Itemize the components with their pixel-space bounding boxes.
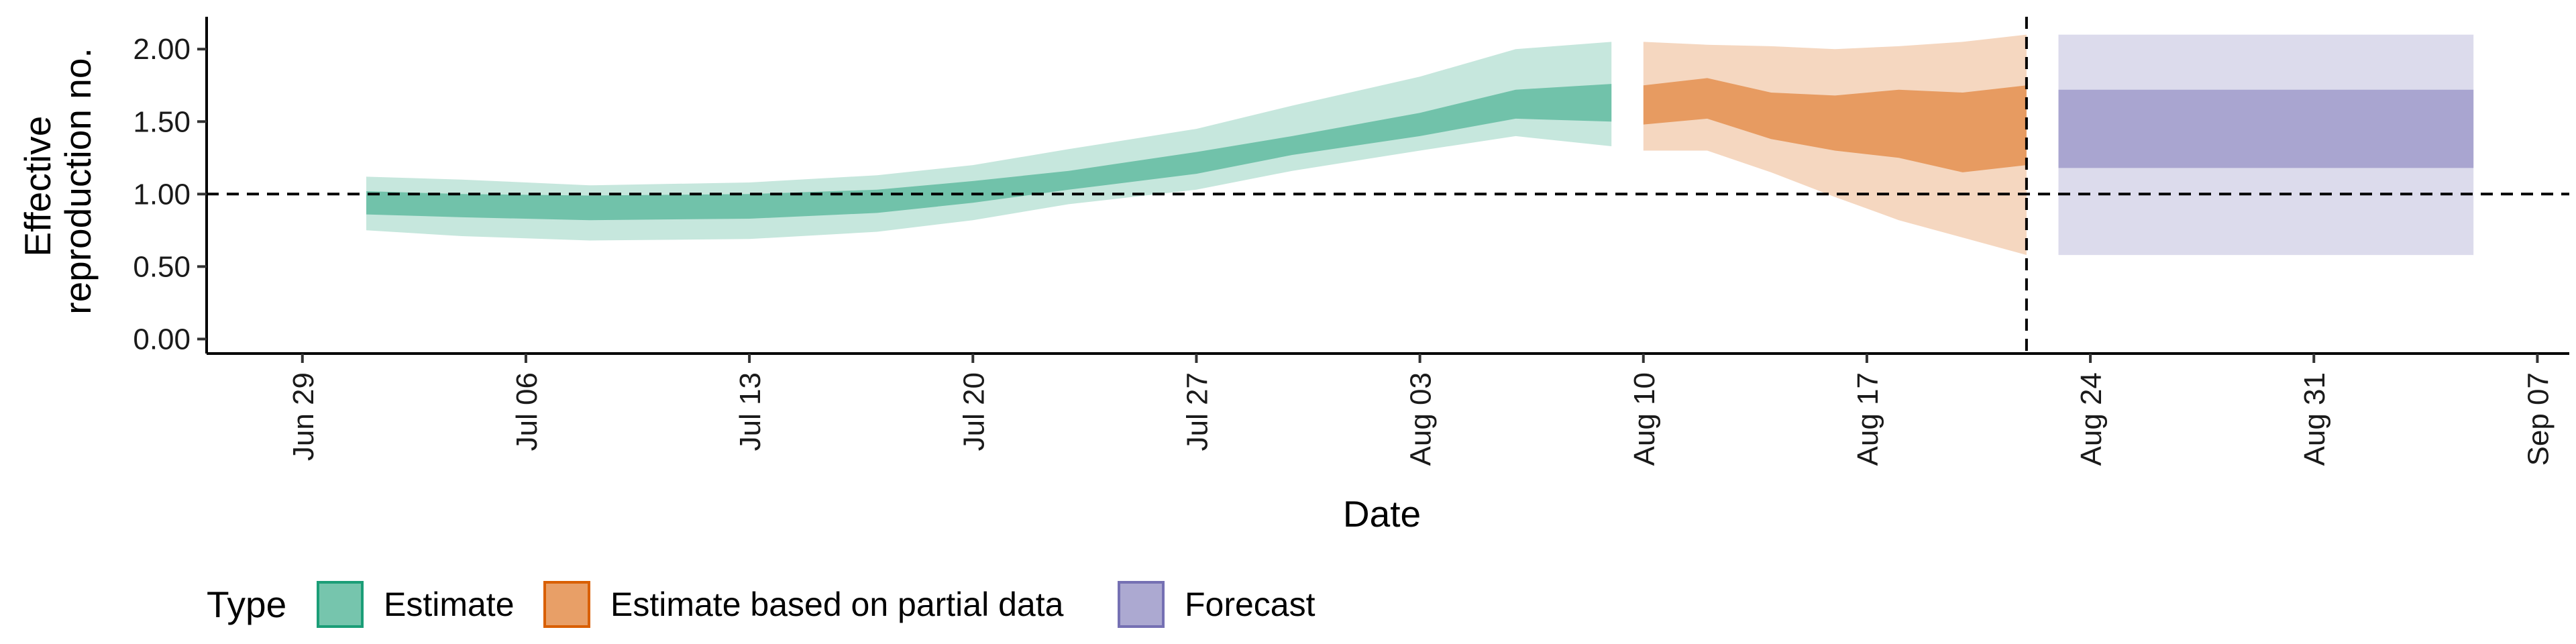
legend-label-estimate: Estimate [384, 586, 515, 623]
x-tick-label: Aug 17 [1851, 372, 1884, 466]
x-tick-label: Jul 13 [734, 372, 767, 451]
x-tick-label: Jun 29 [287, 372, 320, 461]
legend-swatch-estimate [317, 581, 364, 628]
legend-swatch-partial [543, 581, 590, 628]
band-50-forecast [2058, 89, 2474, 168]
y-axis-title: Effective reproduction no. [17, 48, 99, 315]
x-tick-label: Jul 20 [957, 372, 990, 451]
legend-label-forecast: Forecast [1185, 586, 1316, 623]
x-axis-title: Date [1343, 493, 1421, 535]
x-tick-label: Aug 31 [2298, 372, 2331, 466]
y-tick-label: 0.00 [133, 323, 191, 356]
legend-entry-partial: Estimate based on partial data [543, 581, 1064, 628]
y-axis-title-line-2: reproduction no. [57, 48, 99, 315]
band-50-estimate-based-on-partial-data [1643, 78, 2027, 172]
legend-swatch-forecast [1118, 581, 1165, 628]
y-tick-label: 0.50 [133, 250, 191, 283]
legend: Type Estimate Estimate based on partial … [207, 581, 1316, 628]
x-tick-label: Jul 06 [511, 372, 543, 451]
y-axis-ticks: 0.00 0.50 1.00 1.50 2.00 [133, 33, 207, 356]
reference-lines [207, 17, 2569, 354]
x-tick-label: Aug 24 [2075, 372, 2108, 466]
x-tick-label: Sep 07 [2522, 372, 2555, 466]
x-axis-ticks: Jun 29 Jul 06 Jul 13 Jul 20 Jul 27 Aug 03 Aug … [287, 354, 2555, 466]
y-tick-label: 2.00 [133, 33, 191, 66]
y-tick-label: 1.00 [133, 178, 191, 211]
legend-label-partial: Estimate based on partial data [610, 586, 1064, 623]
x-tick-label: Aug 10 [1628, 372, 1661, 466]
legend-entry-forecast: Forecast [1118, 581, 1316, 628]
axes [205, 17, 2569, 355]
y-tick-label: 1.50 [133, 105, 191, 138]
band-90-estimate [366, 42, 1612, 241]
y-axis-title-line-1: Effective [17, 116, 58, 257]
x-tick-label: Jul 27 [1181, 372, 1214, 451]
plot-bands [366, 34, 2474, 256]
legend-entry-estimate: Estimate [317, 581, 515, 628]
band-50-estimate [366, 84, 1612, 221]
legend-title: Type [207, 584, 286, 625]
x-tick-label: Aug 03 [1405, 372, 1438, 466]
